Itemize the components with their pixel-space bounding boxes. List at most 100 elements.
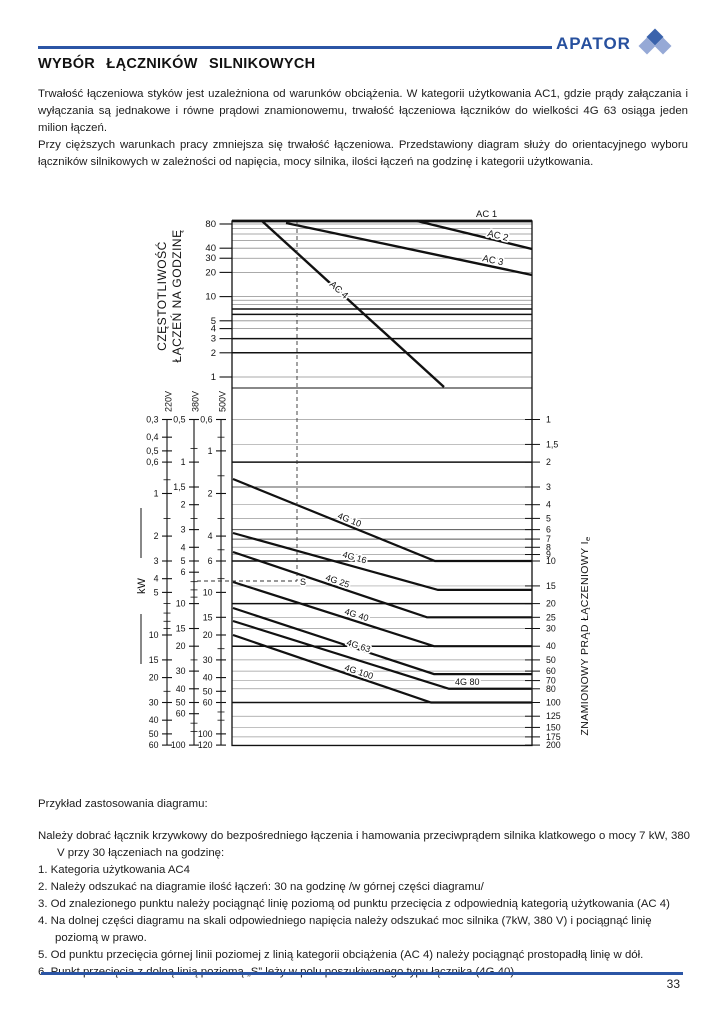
svg-text:2: 2 [154,531,159,541]
svg-text:60: 60 [176,709,186,719]
svg-text:1: 1 [211,372,216,383]
svg-text:25: 25 [546,612,556,622]
svg-text:3: 3 [181,525,186,535]
svg-text:3: 3 [546,482,551,492]
example-item: 1. Kategoria użytkowania AC4 [38,862,690,879]
svg-text:4: 4 [211,324,216,335]
svg-text:380V: 380V [191,391,201,412]
svg-text:40: 40 [205,243,216,254]
example-intro: Należy dobrać łącznik krzywkowy do bezpo… [38,830,690,859]
svg-text:50: 50 [176,698,186,708]
svg-text:3: 3 [211,334,216,345]
svg-text:175: 175 [546,732,561,742]
svg-text:0,3: 0,3 [146,415,158,425]
svg-text:30: 30 [149,698,159,708]
svg-text:3: 3 [154,556,159,566]
svg-text:40: 40 [546,641,556,651]
svg-text:1: 1 [208,446,213,456]
svg-text:1: 1 [154,488,159,498]
item-number: 2. [38,881,48,893]
svg-text:0,4: 0,4 [146,432,158,442]
item-text: Na dolnej części diagramu na skali odpow… [50,915,652,944]
item-number: 4. [38,915,48,927]
svg-text:30: 30 [546,624,556,634]
svg-text:500V: 500V [218,391,228,412]
svg-text:ZNAMIONOWY PRĄD ŁĄCZENIOWY Ie: ZNAMIONOWY PRĄD ŁĄCZENIOWY Ie [579,536,592,735]
intro-paragraph-2: Przy cięższych warunkach pracy zmniejsza… [38,139,688,168]
svg-text:1,5: 1,5 [546,439,558,449]
svg-text:20: 20 [176,641,186,651]
svg-text:0,5: 0,5 [146,446,158,456]
svg-text:60: 60 [203,698,213,708]
brand-logo: APATOR [556,28,672,57]
svg-text:6: 6 [208,556,213,566]
svg-text:20: 20 [546,599,556,609]
svg-text:kW: kW [136,577,148,594]
svg-text:100: 100 [171,740,186,750]
svg-text:100: 100 [198,729,213,739]
example-item: 4. Na dolnej części diagramu na skali od… [38,913,690,947]
svg-text:125: 125 [546,711,561,721]
svg-text:CZĘSTOTLIWOŚĆ: CZĘSTOTLIWOŚĆ [154,241,169,351]
svg-text:15: 15 [149,655,159,665]
svg-text:120: 120 [198,740,213,750]
intro-paragraph-1: Trwałość łączeniowa styków jest uzależni… [38,88,688,134]
svg-text:2: 2 [208,488,213,498]
svg-text:40: 40 [203,673,213,683]
svg-text:70: 70 [546,676,556,686]
svg-text:ŁĄCZEŃ NA GODZINĘ: ŁĄCZEŃ NA GODZINĘ [169,229,184,362]
svg-text:50: 50 [203,686,213,696]
item-text: Od punktu przecięcia górnej linii poziom… [50,949,644,961]
svg-text:5: 5 [211,316,216,327]
svg-text:5: 5 [181,556,186,566]
svg-text:80: 80 [546,684,556,694]
svg-text:1: 1 [546,415,551,425]
svg-text:9: 9 [546,550,551,560]
example-block: Przykład zastosowania diagramu: Należy d… [38,796,690,981]
brand-diamond-icon [638,28,672,57]
svg-text:0,6: 0,6 [200,415,212,425]
svg-text:15: 15 [176,624,186,634]
svg-text:4G 63: 4G 63 [345,637,371,654]
svg-text:0,6: 0,6 [146,457,158,467]
svg-text:S: S [300,577,306,587]
item-number: 3. [38,898,48,910]
svg-text:15: 15 [203,612,213,622]
item-number: 1. [38,864,48,876]
page-number: 33 [666,977,680,991]
svg-text:60: 60 [149,740,159,750]
svg-text:4: 4 [154,574,159,584]
svg-text:5: 5 [546,513,551,523]
svg-text:150: 150 [546,722,561,732]
svg-text:30: 30 [176,666,186,676]
svg-text:4: 4 [546,500,551,510]
svg-text:10: 10 [546,556,556,566]
svg-text:20: 20 [203,630,213,640]
svg-text:100: 100 [546,698,561,708]
example-item: 3. Od znalezionego punktu należy pociągn… [38,896,690,913]
example-item: 2. Należy odszukać na diagramie ilość łą… [38,879,690,896]
svg-text:4: 4 [181,542,186,552]
svg-text:1: 1 [181,457,186,467]
svg-text:40: 40 [149,715,159,725]
svg-text:10: 10 [176,599,186,609]
svg-text:2: 2 [181,500,186,510]
svg-text:5: 5 [154,587,159,597]
svg-text:60: 60 [546,666,556,676]
item-text: Należy odszukać na diagramie ilość łącze… [50,881,484,893]
header-rule [38,46,552,49]
svg-text:220V: 220V [164,391,174,412]
svg-text:30: 30 [203,655,213,665]
item-text: Kategoria użytkowania AC4 [50,864,190,876]
svg-text:10: 10 [205,292,216,303]
svg-text:10: 10 [149,630,159,640]
svg-text:30: 30 [205,253,216,264]
footer-rule [41,972,683,975]
intro-block: Trwałość łączeniowa styków jest uzależni… [38,86,688,171]
brand-wordmark: APATOR [556,33,631,53]
item-text: Od znalezionego punktu należy pociągnąć … [50,898,670,910]
svg-text:80: 80 [205,219,216,230]
svg-text:10: 10 [203,587,213,597]
svg-text:6: 6 [181,567,186,577]
